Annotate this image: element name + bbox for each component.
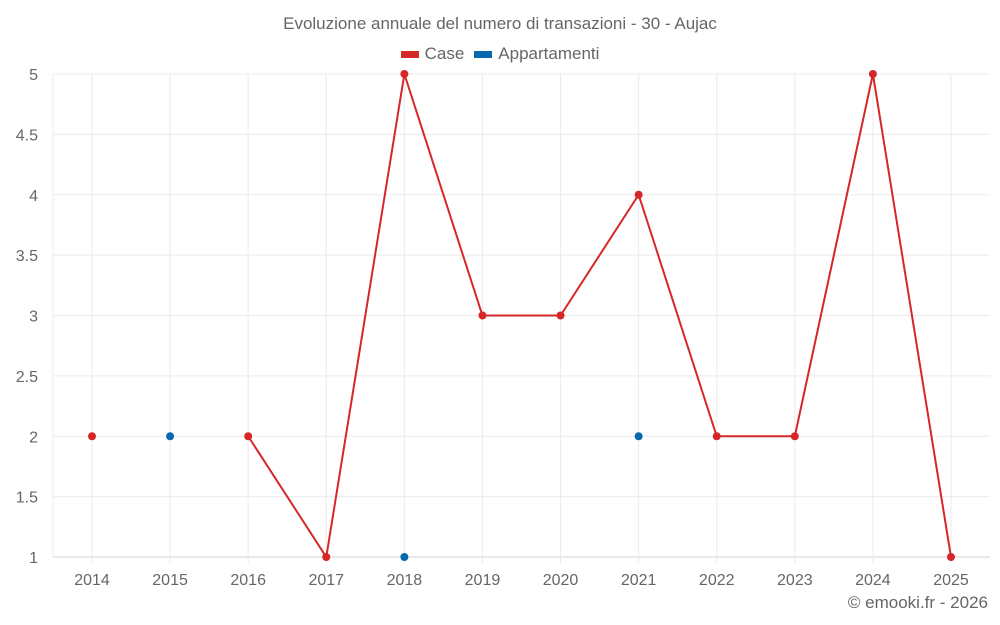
- legend: Case Appartamenti: [0, 44, 1000, 64]
- footer-credit: © emooki.fr - 2026: [847, 593, 988, 612]
- x-tick-label: 2025: [933, 572, 969, 589]
- legend-swatch-case: [400, 50, 419, 58]
- y-tick-label: 3.5: [16, 248, 38, 265]
- data-point-case: [244, 432, 253, 441]
- x-tick-label: 2023: [777, 572, 813, 589]
- data-point-case: [868, 70, 877, 78]
- x-tick-label: 2019: [465, 572, 501, 589]
- legend-item-appartamenti[interactable]: Appartamenti: [474, 44, 599, 64]
- legend-label-appartamenti: Appartamenti: [498, 44, 600, 63]
- data-point-case: [88, 432, 96, 441]
- chart-title: Evoluzione annuale del numero di transaz…: [283, 14, 717, 33]
- y-tick-label: 4: [29, 188, 38, 205]
- y-tick-label: 3: [29, 309, 38, 326]
- x-tick-label: 2022: [699, 572, 735, 589]
- series-line-case: [247, 73, 952, 560]
- x-tick-label: 2015: [152, 572, 188, 589]
- x-tick-label: 2020: [543, 572, 579, 589]
- y-tick-label: 2: [29, 429, 38, 446]
- x-tick-label: 2017: [308, 572, 344, 589]
- x-tick-label: 2021: [621, 572, 657, 589]
- data-point-case: [712, 432, 721, 441]
- data-point-case: [634, 190, 643, 199]
- data-point-case: [556, 311, 565, 320]
- data-point-case: [947, 553, 955, 561]
- x-tick-label: 2016: [230, 572, 266, 589]
- data-point-appartamenti: [634, 432, 643, 441]
- legend-item-case[interactable]: Case: [400, 44, 465, 64]
- data-point-appartamenti: [400, 553, 409, 561]
- data-point-case: [790, 432, 799, 441]
- y-tick-label: 4.5: [16, 127, 38, 144]
- x-tick-label: 2014: [74, 572, 110, 589]
- data-point-case: [400, 70, 409, 78]
- y-tick-label: 1: [29, 550, 38, 567]
- y-tick-label: 1.5: [16, 490, 38, 507]
- data-point-appartamenti: [166, 432, 175, 441]
- data-point-case: [322, 553, 331, 561]
- y-tick-label: 2.5: [16, 369, 38, 386]
- x-tick-label: 2018: [387, 572, 423, 589]
- x-tick-label: 2024: [855, 572, 891, 589]
- y-tick-label: 5: [29, 67, 38, 84]
- data-point-case: [478, 311, 487, 320]
- legend-swatch-appartamenti: [474, 50, 493, 58]
- legend-label-case: Case: [424, 44, 465, 63]
